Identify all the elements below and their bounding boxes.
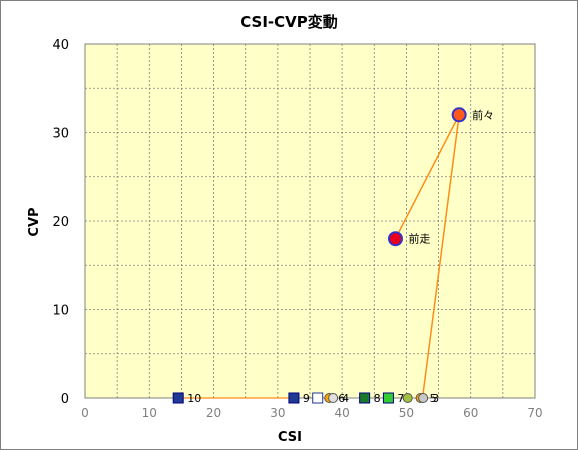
point-label: 4: [342, 392, 349, 405]
x-axis-ticks: 0 10 20 30 40 50 60 70: [81, 406, 542, 420]
point-label: 3: [432, 392, 439, 405]
x-tick-label: 70: [527, 406, 542, 420]
point-label: 9: [303, 392, 310, 405]
grid-lines: [85, 44, 535, 398]
data-point-square: [382, 392, 394, 404]
data-point-circle: [402, 393, 413, 403]
y-tick-label: 0: [61, 392, 69, 407]
point-label: 6: [338, 392, 345, 405]
chart-title: CSI-CVP変動: [240, 13, 338, 31]
point-label: 8: [374, 392, 381, 405]
data-point-circle: [328, 393, 339, 403]
y-tick-label: 40: [52, 38, 69, 53]
y-tick-label: 30: [52, 127, 69, 142]
data-point-large: [388, 231, 403, 247]
data-point-square: [359, 392, 371, 404]
x-axis-title: CSI: [278, 430, 302, 445]
y-tick-label: 20: [52, 215, 69, 230]
data-point-square: [172, 392, 184, 404]
x-tick-label: 0: [81, 406, 89, 420]
data-point-large: [451, 107, 467, 123]
x-tick-label: 40: [335, 406, 350, 420]
point-label: 10: [187, 392, 201, 405]
x-tick-label: 60: [463, 406, 478, 420]
x-tick-label: 30: [270, 406, 285, 420]
x-tick-label: 10: [142, 406, 157, 420]
point-label: 前々: [472, 108, 494, 122]
x-tick-label: 50: [399, 406, 414, 420]
point-label: 5: [430, 392, 437, 405]
plot-border: [84, 43, 536, 399]
data-points: [172, 107, 467, 404]
data-point-square: [312, 392, 324, 404]
point-label: 7: [397, 392, 404, 405]
y-tick-label: 10: [52, 304, 69, 319]
y-axis-ticks: 0 10 20 30 40: [52, 38, 69, 407]
point-label: 前走: [409, 232, 431, 246]
data-point-square: [288, 392, 300, 404]
x-tick-label: 20: [206, 406, 221, 420]
data-point-circle: [418, 393, 429, 403]
y-axis-title: CVP: [27, 207, 42, 236]
